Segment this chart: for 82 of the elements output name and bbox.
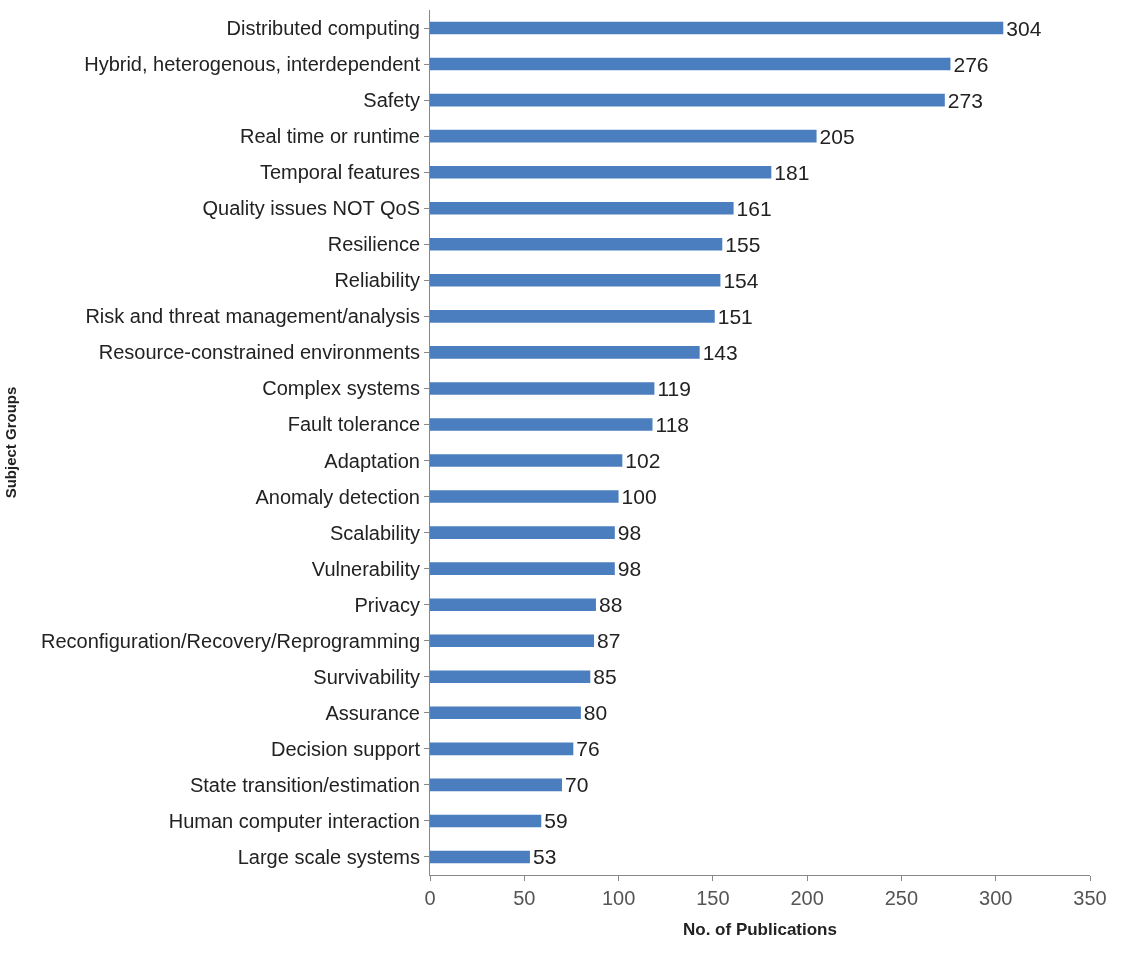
- y-tick-label: Reliability: [334, 269, 420, 292]
- data-label: 181: [774, 160, 810, 184]
- y-tick-label: Anomaly detection: [255, 485, 420, 508]
- bar: [430, 742, 574, 756]
- data-label: 80: [583, 701, 608, 725]
- y-tick-label: Decision support: [271, 737, 421, 760]
- data-label: 70: [565, 773, 589, 797]
- data-label: 100: [621, 485, 657, 509]
- y-tick-label: Privacy: [354, 593, 420, 616]
- y-tick-label: Complex systems: [262, 377, 420, 400]
- bar: [430, 57, 951, 71]
- y-tick-label: Quality issues NOT QoS: [202, 197, 420, 220]
- y-axis-title: Subject Groups: [2, 386, 20, 499]
- bar: [430, 382, 655, 395]
- y-tick-label: Scalability: [329, 521, 420, 544]
- bar: [430, 490, 619, 503]
- x-tick-label: 300: [979, 887, 1013, 909]
- data-label: 98: [617, 557, 642, 581]
- data-label: 304: [1006, 16, 1042, 40]
- y-tick-label: Resource-constrained environments: [98, 341, 420, 364]
- x-tick-label: 100: [601, 887, 636, 909]
- bar: [430, 562, 615, 575]
- y-tick-label: Human computer interaction: [168, 809, 420, 832]
- y-tick-label: Reconfiguration/Recovery/Reprogramming: [40, 629, 420, 652]
- bar: [430, 201, 734, 215]
- y-tick-label: Temporal features: [259, 161, 420, 184]
- y-tick-label: Fault tolerance: [287, 413, 420, 436]
- data-label: 102: [625, 449, 661, 473]
- x-tick-label: 250: [884, 887, 919, 909]
- data-label: 161: [736, 196, 772, 220]
- bar: [430, 93, 945, 107]
- bar: [430, 274, 721, 287]
- data-label: 273: [947, 88, 983, 112]
- data-label: 76: [576, 737, 600, 761]
- bar: [430, 310, 715, 323]
- data-label: 118: [655, 412, 689, 436]
- x-tick-label: 150: [696, 887, 730, 909]
- data-label: 155: [725, 232, 761, 256]
- bar: [430, 706, 581, 720]
- x-tick-label: 350: [1073, 887, 1107, 909]
- data-label: 119: [657, 376, 691, 400]
- data-label: 59: [544, 809, 568, 833]
- y-tick-label: Assurance: [325, 701, 420, 724]
- bar: [430, 598, 596, 611]
- y-tick-label: Safety: [363, 89, 420, 112]
- x-axis-title: No. of Publications: [683, 920, 837, 940]
- data-label: 151: [717, 304, 753, 328]
- data-label: 276: [953, 52, 989, 76]
- y-tick-label: Real time or runtime: [239, 125, 420, 148]
- bar: [430, 778, 562, 792]
- bar: [430, 850, 530, 864]
- y-tick-label: Distributed computing: [226, 17, 420, 40]
- data-label: 87: [597, 629, 621, 653]
- data-label: 85: [593, 665, 617, 689]
- bar: [430, 21, 1004, 35]
- bar: [430, 814, 542, 828]
- y-tick-label: Vulnerability: [311, 557, 420, 580]
- y-tick-label: Large scale systems: [237, 845, 420, 868]
- x-tick-label: 200: [790, 887, 824, 909]
- y-tick-label: Survivability: [313, 665, 420, 688]
- bar: [430, 670, 591, 684]
- data-label: 53: [532, 845, 557, 869]
- x-tick-label: 50: [513, 887, 536, 909]
- x-tick-label: 0: [424, 887, 436, 909]
- y-tick-label: Resilience: [327, 233, 420, 256]
- data-label: 143: [702, 340, 738, 364]
- bar: [430, 526, 615, 539]
- data-label: 205: [819, 124, 855, 148]
- bar: [430, 165, 772, 179]
- y-tick-label: Adaptation: [324, 449, 420, 472]
- data-label: 98: [617, 521, 642, 545]
- bar: [430, 418, 653, 431]
- bar: [430, 237, 723, 251]
- data-label: 154: [723, 268, 759, 292]
- y-tick-label: Hybrid, heterogenous, interdependent: [84, 53, 421, 76]
- bar: [430, 454, 623, 467]
- data-label: 88: [598, 593, 623, 617]
- bar: [430, 129, 817, 143]
- bar: [430, 346, 700, 359]
- y-tick-label: Risk and threat management/analysis: [85, 305, 420, 328]
- bar: [430, 634, 595, 648]
- y-tick-label: State transition/estimation: [189, 773, 420, 796]
